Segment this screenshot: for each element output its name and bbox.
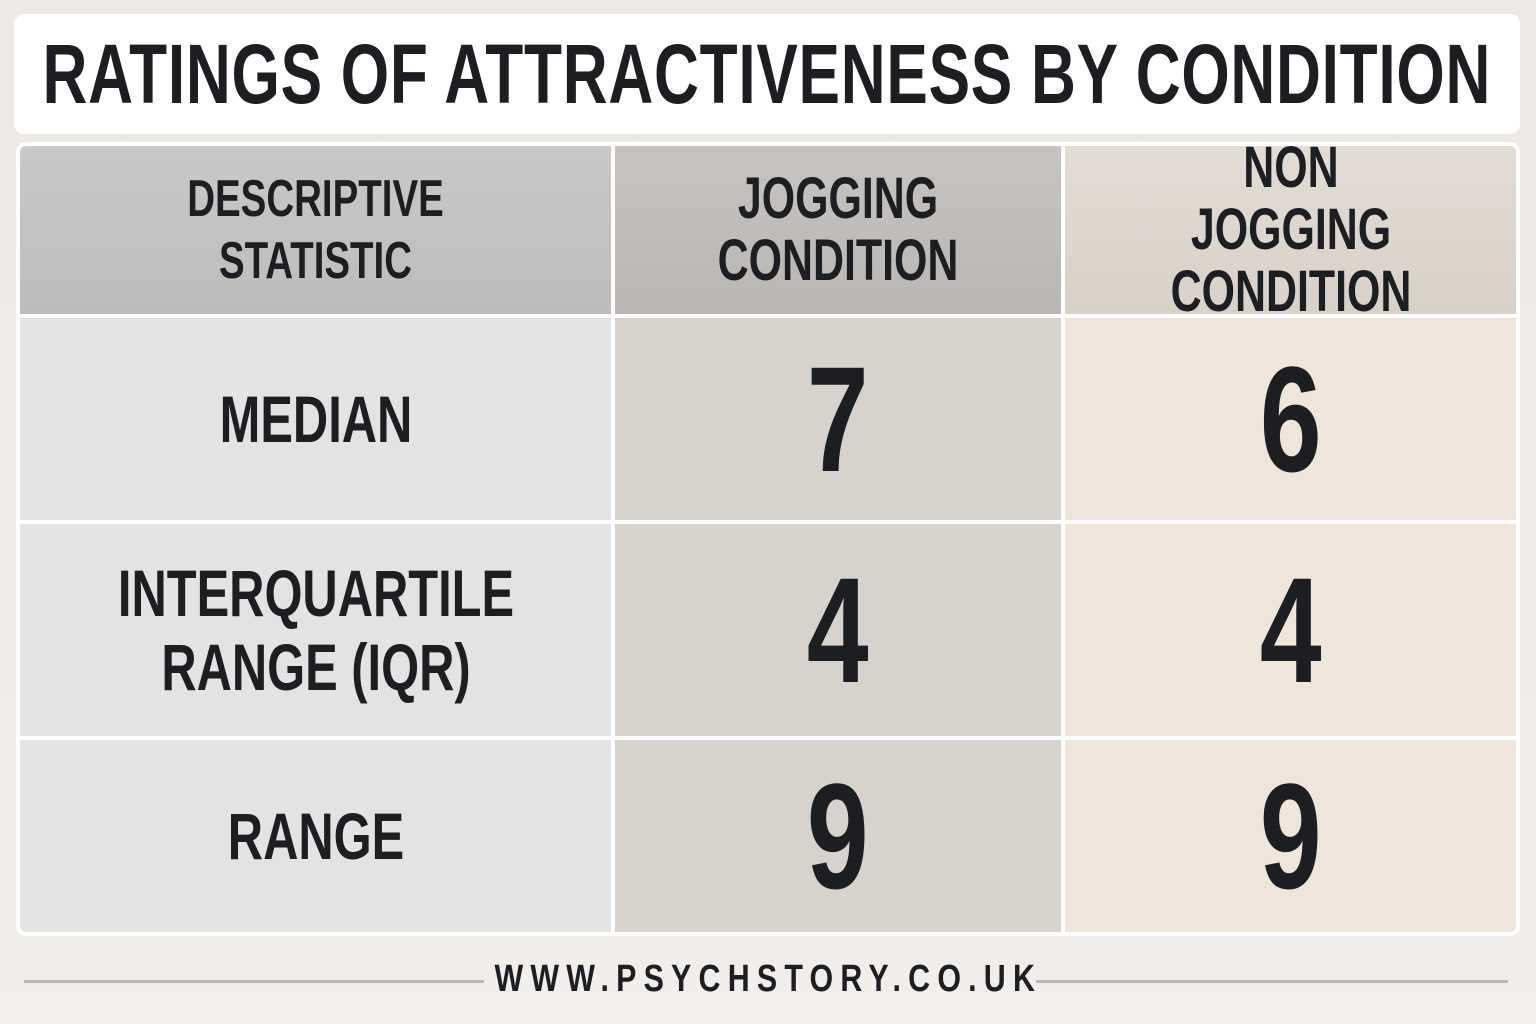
value: 4 bbox=[1259, 545, 1322, 714]
column-header: DESCRIPTIVE STATISTIC bbox=[187, 170, 444, 290]
value-cell: 6 bbox=[1065, 318, 1516, 520]
header-cell: DESCRIPTIVE STATISTIC bbox=[20, 146, 611, 314]
value: 4 bbox=[807, 545, 869, 714]
value-cell: 4 bbox=[615, 524, 1061, 736]
value-cell: 4 bbox=[1065, 524, 1516, 736]
value: 9 bbox=[1259, 751, 1322, 920]
header-cell: NON JOGGING CONDITION bbox=[1065, 146, 1516, 314]
row-label: INTERQUARTILE RANGE (IQR) bbox=[117, 556, 514, 704]
value: 6 bbox=[1259, 334, 1322, 503]
value: 7 bbox=[807, 334, 869, 503]
value-cell: 7 bbox=[615, 318, 1061, 520]
row-label-cell: RANGE bbox=[20, 740, 611, 932]
divider bbox=[24, 980, 484, 983]
value: 9 bbox=[807, 751, 869, 920]
row-label-cell: INTERQUARTILE RANGE (IQR) bbox=[20, 524, 611, 736]
title-box: RATINGS OF ATTRACTIVENESS BY CONDITION bbox=[14, 14, 1520, 134]
footer: WWW.PSYCHSTORY.CO.UK bbox=[0, 958, 1536, 1001]
table: DESCRIPTIVE STATISTIC JOGGING CONDITION … bbox=[16, 142, 1520, 936]
row-label: MEDIAN bbox=[219, 382, 412, 456]
row-label: RANGE bbox=[227, 799, 404, 873]
column-header: JOGGING CONDITION bbox=[717, 166, 959, 293]
row-label-cell: MEDIAN bbox=[20, 318, 611, 520]
column-header: NON JOGGING CONDITION bbox=[1170, 146, 1411, 314]
divider bbox=[1036, 980, 1508, 983]
value-cell: 9 bbox=[615, 740, 1061, 932]
header-cell: JOGGING CONDITION bbox=[615, 146, 1061, 314]
value-cell: 9 bbox=[1065, 740, 1516, 932]
footer-url: WWW.PSYCHSTORY.CO.UK bbox=[494, 958, 1042, 1000]
title: RATINGS OF ATTRACTIVENESS BY CONDITION bbox=[42, 26, 1492, 121]
